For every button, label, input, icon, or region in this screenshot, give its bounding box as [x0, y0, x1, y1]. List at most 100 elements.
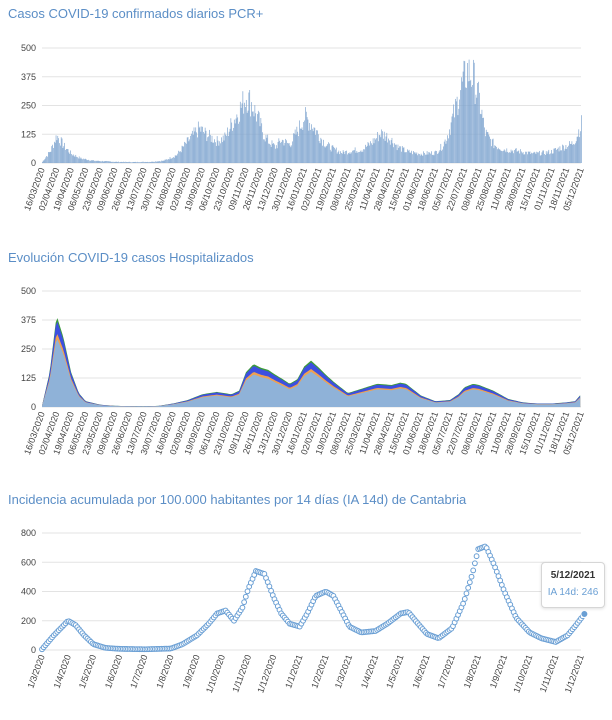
bar — [496, 146, 497, 163]
bar — [394, 143, 395, 163]
bar — [449, 135, 451, 163]
bar — [87, 160, 89, 163]
bar — [497, 147, 499, 163]
bar — [125, 161, 127, 163]
cases-chart-title: Casos COVID-19 confirmados diarios PCR+ — [8, 6, 264, 21]
bar — [259, 126, 261, 163]
bar — [58, 138, 59, 163]
bar — [416, 152, 418, 163]
bar — [465, 87, 466, 163]
bar — [229, 128, 231, 163]
bar — [54, 142, 56, 163]
bar — [363, 149, 365, 163]
bar — [392, 143, 394, 163]
bar — [233, 119, 235, 163]
bar — [176, 155, 178, 163]
bar — [399, 146, 401, 163]
bar — [310, 129, 311, 163]
bar — [109, 161, 111, 163]
bar — [188, 141, 190, 163]
bar — [268, 143, 269, 163]
bar — [438, 151, 440, 163]
bar — [396, 150, 398, 163]
bar — [387, 142, 389, 163]
bar — [523, 154, 525, 163]
bar — [470, 79, 472, 163]
bar — [495, 145, 496, 163]
bar — [371, 144, 373, 163]
bar — [169, 157, 171, 163]
bar — [156, 161, 158, 163]
bar — [241, 103, 243, 163]
x-tick-label: 1/6/2020 — [103, 653, 124, 689]
bar — [359, 152, 360, 163]
bar — [186, 137, 188, 163]
bar — [544, 154, 545, 163]
bar — [567, 147, 568, 163]
bar — [494, 145, 496, 163]
bar — [289, 145, 291, 163]
bar — [239, 121, 240, 163]
bar — [419, 154, 420, 163]
bar — [539, 150, 540, 163]
bar — [305, 111, 307, 163]
bar — [159, 161, 161, 163]
bar — [250, 116, 251, 163]
bar — [314, 127, 316, 163]
bar — [151, 161, 153, 163]
bar — [365, 147, 367, 163]
bar — [505, 152, 507, 163]
bar — [488, 134, 490, 163]
data-point — [242, 593, 249, 600]
bar — [410, 152, 412, 163]
bar — [503, 149, 505, 163]
bar — [180, 152, 182, 163]
bar — [71, 155, 73, 163]
bar — [127, 162, 129, 163]
bar — [242, 91, 244, 163]
bar — [125, 161, 126, 163]
bar — [414, 152, 416, 163]
bar — [347, 152, 349, 163]
bar — [286, 140, 287, 163]
bar — [201, 126, 203, 163]
bar — [412, 154, 413, 163]
bar — [215, 145, 217, 163]
bar — [581, 115, 582, 163]
y-tick-label: 125 — [21, 129, 36, 139]
bar — [138, 162, 140, 163]
bar — [509, 152, 511, 163]
x-tick-label: 1/11/2020 — [230, 653, 253, 693]
bar — [486, 131, 488, 163]
bar — [504, 150, 506, 163]
bar — [344, 154, 346, 163]
bar — [149, 162, 151, 163]
bar — [77, 157, 78, 163]
bar — [243, 113, 245, 163]
bar — [473, 62, 475, 163]
bar — [170, 158, 172, 163]
bar — [477, 83, 478, 163]
bar — [217, 140, 219, 163]
bar — [118, 161, 119, 163]
bar — [293, 133, 295, 163]
y-tick-label: 0 — [31, 158, 36, 168]
bar — [518, 150, 520, 163]
bar — [303, 122, 305, 163]
bar — [374, 138, 376, 163]
bar — [64, 142, 65, 163]
bar — [424, 152, 425, 163]
bar — [461, 81, 463, 163]
bar — [192, 134, 194, 163]
bar — [54, 141, 55, 163]
y-tick-label: 0 — [31, 402, 36, 412]
bar — [199, 126, 201, 163]
bar — [175, 155, 177, 163]
bar — [137, 161, 138, 163]
bar — [521, 151, 522, 163]
bar — [185, 143, 187, 163]
bar — [117, 162, 119, 163]
x-tick-label: 1/10/2020 — [204, 653, 227, 694]
bar — [508, 152, 509, 163]
bar — [360, 152, 362, 163]
